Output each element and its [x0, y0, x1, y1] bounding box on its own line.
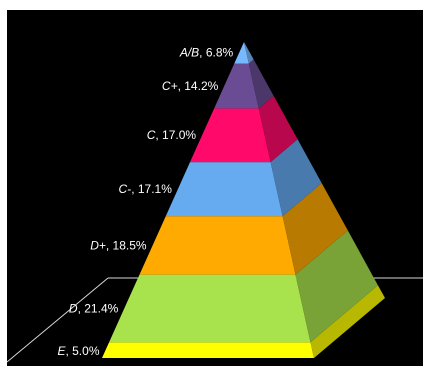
pyramid-face-side-a-b — [244, 42, 254, 64]
pyramid-chart-frame: E, 5.0% D, 21.4% D+, 18.5% C-, 17.1% C, 17.0… — [7, 10, 423, 366]
pyramid-face-front-d — [109, 274, 311, 343]
pyramid-label-c: C, 17.0% — [147, 128, 197, 142]
pyramid-layers — [102, 42, 385, 358]
pyramid-face-front-e — [102, 342, 314, 358]
pyramid-label-category-a-b: A/B — [179, 46, 199, 60]
pyramid-face-side-c — [270, 139, 322, 217]
pyramid-layer-c — [214, 59, 274, 109]
pyramid-label-c: C-, 17.1% — [119, 182, 173, 196]
pyramid-face-side-d — [295, 230, 378, 343]
pyramid-label-value-a-b: , 6.8% — [199, 46, 233, 60]
pyramid-face-front-a-b — [234, 42, 249, 64]
pyramid-label-a-b: A/B, 6.8% — [179, 46, 234, 60]
pyramid-face-side-c — [258, 95, 298, 163]
pyramid-layer-e — [102, 285, 385, 358]
pyramid-label-e: E, 5.0% — [57, 344, 99, 358]
pyramid-labels: E, 5.0% D, 21.4% D+, 18.5% C-, 17.1% C, 17.0… — [57, 46, 233, 358]
pyramid-label-value-d: , 18.5% — [106, 238, 147, 252]
pyramid-label-category-c: C — [147, 128, 156, 142]
pyramid-label-d: D+, 18.5% — [90, 238, 147, 252]
pyramid-face-front-d — [139, 216, 296, 275]
pyramid-label-value-c: , 14.2% — [178, 79, 219, 93]
pyramid-layer-a-b — [234, 42, 254, 64]
pyramid-label-d: D, 21.4% — [69, 301, 119, 315]
pyramid-face-front-c — [214, 63, 259, 109]
pyramid-label-category-d: D+ — [90, 238, 106, 252]
pyramid-label-category-d: D — [69, 301, 78, 315]
pyramid-label-value-d: , 21.4% — [78, 301, 119, 315]
pyramid-label-value-e: , 5.0% — [65, 344, 99, 358]
pyramid-face-side-d — [282, 183, 348, 275]
pyramid-label-value-c: , 17.1% — [131, 182, 172, 196]
pyramid-label-category-c: C+ — [162, 79, 178, 93]
pyramid-label-category-e: E — [57, 344, 66, 358]
pyramid-label-category-c: C- — [119, 182, 132, 196]
pyramid-layer-c — [190, 95, 298, 163]
pyramid-face-front-c — [165, 162, 283, 217]
pyramid-label-value-c: , 17.0% — [155, 128, 196, 142]
pyramid-face-side-e — [310, 285, 385, 358]
pyramid-layer-d — [139, 183, 348, 275]
floor-line-left — [7, 277, 109, 363]
pyramid-layer-d — [109, 230, 378, 343]
pyramid-face-side-c — [248, 59, 274, 109]
pyramid-layer-c — [165, 139, 322, 217]
pyramid-label-c: C+, 14.2% — [162, 79, 219, 93]
pyramid-face-front-c — [190, 108, 271, 163]
pyramid-chart: E, 5.0% D, 21.4% D+, 18.5% C-, 17.1% C, 17.0… — [7, 42, 423, 363]
